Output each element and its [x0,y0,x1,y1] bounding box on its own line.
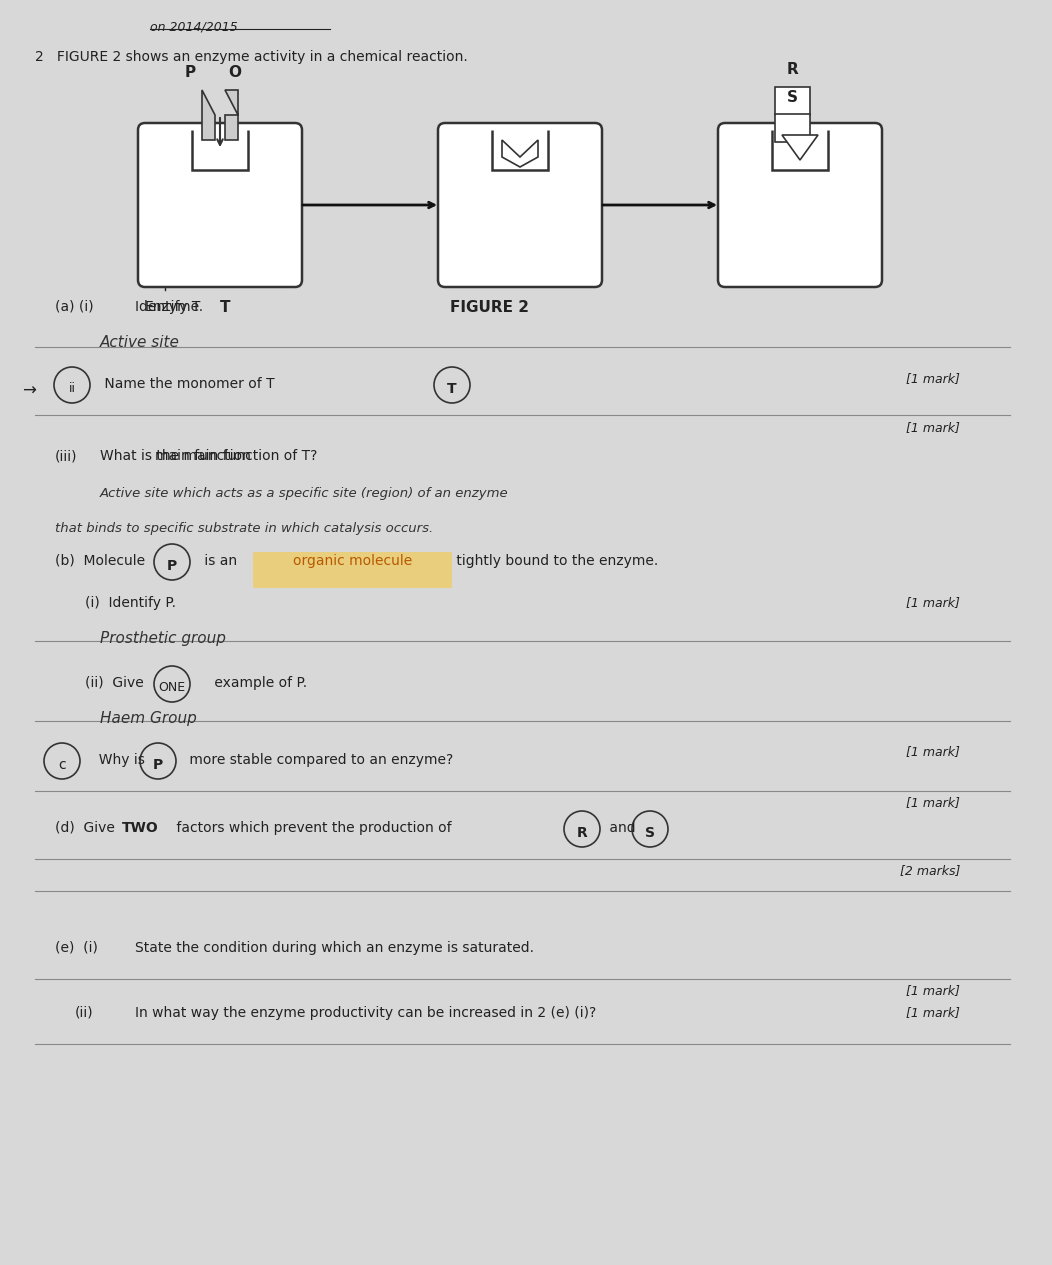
Text: FIGURE 2: FIGURE 2 [450,300,529,315]
Text: is an: is an [200,554,242,568]
FancyBboxPatch shape [438,123,602,287]
Polygon shape [492,130,548,170]
Text: more stable compared to an enzyme?: more stable compared to an enzyme? [185,753,453,767]
Text: P: P [153,758,163,772]
Text: tightly bound to the enzyme.: tightly bound to the enzyme. [452,554,659,568]
Text: 2   FIGURE 2 shows an enzyme activity in a chemical reaction.: 2 FIGURE 2 shows an enzyme activity in a… [35,51,468,65]
Text: [1 mark]: [1 mark] [906,1006,960,1020]
Text: S: S [787,90,797,105]
Text: T: T [220,300,230,315]
Text: [1 mark]: [1 mark] [906,745,960,758]
FancyBboxPatch shape [252,552,452,588]
Text: [1 mark]: [1 mark] [906,372,960,385]
Polygon shape [202,90,215,140]
Polygon shape [193,130,248,170]
Text: S: S [645,826,655,840]
Text: Active site which acts as a specific site (region) of an enzyme: Active site which acts as a specific sit… [100,487,508,500]
Text: Name the monomer of T: Name the monomer of T [100,377,275,391]
Text: P: P [184,65,196,80]
Text: c: c [58,758,66,772]
Text: In what way the enzyme productivity can be increased in 2 (e) (i)?: In what way the enzyme productivity can … [135,1006,596,1020]
Polygon shape [782,135,818,159]
Polygon shape [225,90,238,140]
Text: and: and [605,821,640,835]
Text: (ii): (ii) [75,1006,94,1020]
Text: ONE: ONE [159,681,185,694]
Text: [1 mark]: [1 mark] [906,984,960,997]
Text: (ii)  Give: (ii) Give [85,676,148,689]
Text: Why is: Why is [90,753,149,767]
Text: [1 mark]: [1 mark] [906,596,960,608]
Text: (d)  Give: (d) Give [55,821,119,835]
Text: →: → [22,382,36,400]
FancyBboxPatch shape [775,87,810,115]
Text: TWO: TWO [122,821,159,835]
Text: on 2014/2015: on 2014/2015 [150,20,238,33]
Text: What is the main function of T?: What is the main function of T? [100,449,318,463]
Text: R: R [576,826,587,840]
Text: Active site: Active site [100,335,180,350]
Text: Haem Group: Haem Group [100,711,197,726]
Text: (a) (i): (a) (i) [55,300,94,314]
Text: P: P [167,559,177,573]
Text: (iii): (iii) [55,449,78,463]
Text: main function: main function [155,449,250,463]
Text: (b)  Molecule: (b) Molecule [55,554,149,568]
Polygon shape [502,140,538,167]
Text: ii: ii [68,382,76,395]
Text: [2 marks]: [2 marks] [899,864,960,877]
Text: [1 mark]: [1 mark] [906,421,960,434]
Text: Enzyme: Enzyme [145,300,200,314]
Text: O: O [228,65,242,80]
Text: (i)  Identify P.: (i) Identify P. [85,596,176,610]
Text: [1 mark]: [1 mark] [906,796,960,810]
Polygon shape [772,130,828,170]
FancyBboxPatch shape [138,123,302,287]
Text: Identify T.: Identify T. [135,300,203,314]
Text: Prosthetic group: Prosthetic group [100,631,226,646]
Text: example of P.: example of P. [210,676,307,689]
Text: that binds to specific substrate in which catalysis occurs.: that binds to specific substrate in whic… [55,522,433,535]
Text: State the condition during which an enzyme is saturated.: State the condition during which an enzy… [135,941,534,955]
Text: factors which prevent the production of: factors which prevent the production of [171,821,456,835]
Text: (e)  (i): (e) (i) [55,941,98,955]
Text: R: R [786,62,797,77]
Text: T: T [447,382,457,396]
FancyBboxPatch shape [719,123,882,287]
Text: organic molecule: organic molecule [292,554,412,568]
FancyBboxPatch shape [775,114,810,142]
